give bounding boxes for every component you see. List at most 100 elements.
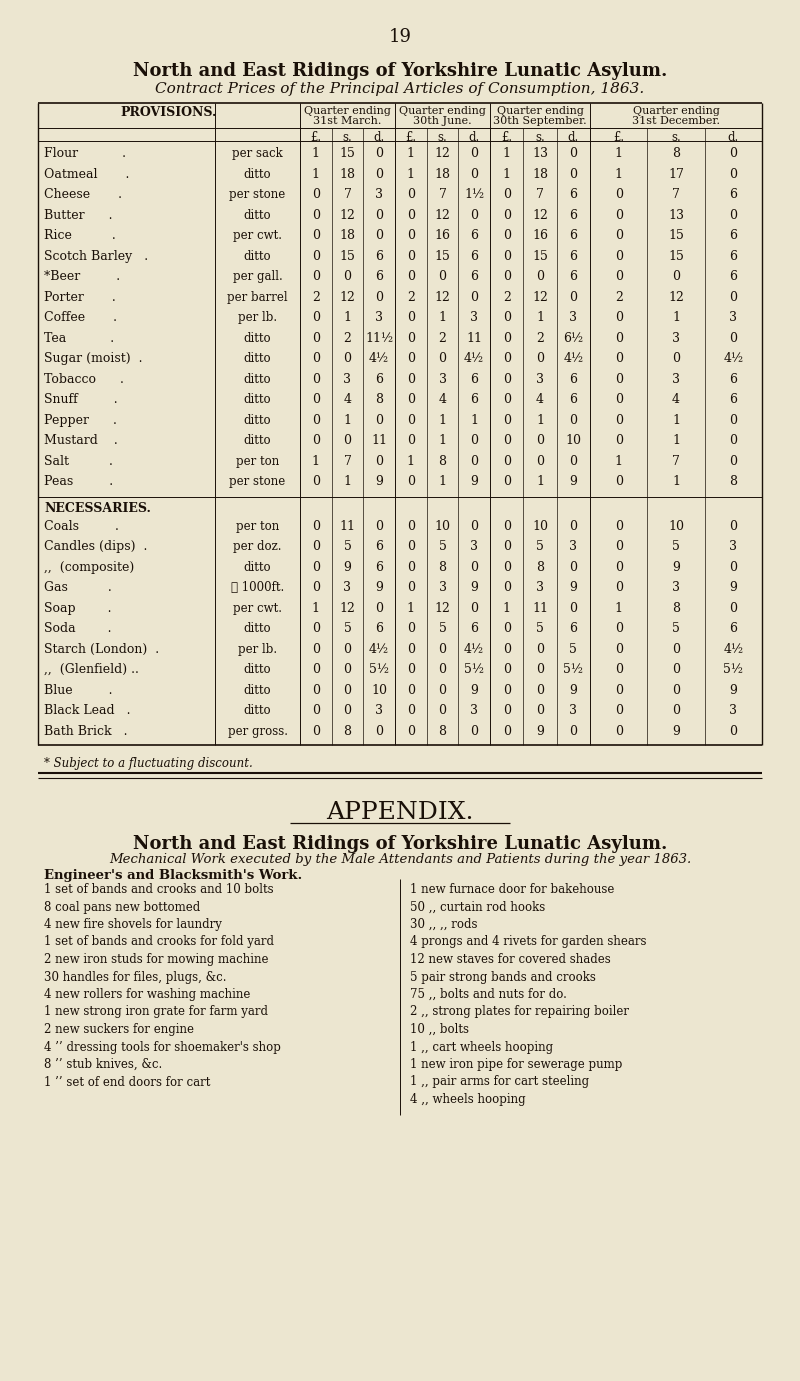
- Text: 0: 0: [312, 311, 320, 325]
- Text: 3: 3: [470, 311, 478, 325]
- Text: 0: 0: [672, 642, 680, 656]
- Text: 12: 12: [434, 209, 450, 221]
- Text: Black Lead   .: Black Lead .: [44, 704, 130, 717]
- Text: 19: 19: [389, 28, 411, 46]
- Text: 9: 9: [730, 684, 738, 696]
- Text: 1: 1: [614, 146, 622, 160]
- Text: 0: 0: [536, 684, 544, 696]
- Text: 0: 0: [730, 209, 738, 221]
- Text: 0: 0: [502, 434, 510, 447]
- Text: 0: 0: [614, 352, 622, 365]
- Text: 1: 1: [614, 167, 622, 181]
- Text: 0: 0: [570, 519, 578, 533]
- Text: 0: 0: [672, 271, 680, 283]
- Text: 0: 0: [502, 352, 510, 365]
- Text: per lb.: per lb.: [238, 642, 277, 656]
- Text: Porter       .: Porter .: [44, 290, 116, 304]
- Text: 31st March.: 31st March.: [314, 116, 382, 126]
- Text: ,,  (composite): ,, (composite): [44, 561, 134, 573]
- Text: North and East Ridings of Yorkshire Lunatic Asylum.: North and East Ridings of Yorkshire Luna…: [133, 62, 667, 80]
- Text: Mustard    .: Mustard .: [44, 434, 118, 447]
- Text: 12: 12: [434, 602, 450, 615]
- Text: Starch (London)  .: Starch (London) .: [44, 642, 159, 656]
- Text: 0: 0: [312, 519, 320, 533]
- Text: 0: 0: [570, 167, 578, 181]
- Text: per stone: per stone: [230, 188, 286, 202]
- Text: 2 new iron studs for mowing machine: 2 new iron studs for mowing machine: [44, 953, 269, 965]
- Text: 0: 0: [614, 725, 622, 737]
- Text: Quarter ending: Quarter ending: [304, 106, 391, 116]
- Text: 0: 0: [312, 663, 320, 677]
- Text: Contract Prices of the Principal Articles of Consumption, 1863.: Contract Prices of the Principal Article…: [155, 81, 645, 97]
- Text: APPENDIX.: APPENDIX.: [326, 801, 474, 824]
- Text: 0: 0: [502, 331, 510, 344]
- Text: Blue         .: Blue .: [44, 684, 113, 696]
- Text: 0: 0: [375, 146, 383, 160]
- Text: 7: 7: [438, 188, 446, 202]
- Text: 0: 0: [502, 621, 510, 635]
- Text: 0: 0: [343, 663, 351, 677]
- Text: £.: £.: [406, 131, 416, 144]
- Text: 8: 8: [536, 561, 544, 573]
- Text: Coals         .: Coals .: [44, 519, 119, 533]
- Text: 15: 15: [339, 146, 355, 160]
- Text: 0: 0: [614, 561, 622, 573]
- Text: 0: 0: [312, 725, 320, 737]
- Text: 3: 3: [730, 311, 738, 325]
- Text: 1: 1: [312, 146, 320, 160]
- Text: 0: 0: [614, 434, 622, 447]
- Text: ⒗ 1000ft.: ⒗ 1000ft.: [231, 581, 284, 594]
- Text: 0: 0: [312, 188, 320, 202]
- Text: 12 new staves for covered shades: 12 new staves for covered shades: [410, 953, 610, 965]
- Text: 4½: 4½: [563, 352, 583, 365]
- Text: 0: 0: [470, 725, 478, 737]
- Text: d.: d.: [568, 131, 579, 144]
- Text: 18: 18: [339, 167, 355, 181]
- Text: NECESSARIES.: NECESSARIES.: [44, 501, 151, 515]
- Text: 0: 0: [470, 209, 478, 221]
- Text: 3: 3: [730, 704, 738, 717]
- Text: 0: 0: [672, 684, 680, 696]
- Text: 0: 0: [502, 704, 510, 717]
- Text: 6: 6: [570, 209, 578, 221]
- Text: 0: 0: [438, 352, 446, 365]
- Text: 6: 6: [570, 373, 578, 385]
- Text: 18: 18: [434, 167, 450, 181]
- Text: PROVISIONS.: PROVISIONS.: [121, 106, 217, 119]
- Text: 2: 2: [502, 290, 510, 304]
- Text: 8: 8: [730, 475, 738, 487]
- Text: 0: 0: [407, 311, 415, 325]
- Text: 15: 15: [434, 250, 450, 262]
- Text: 1: 1: [312, 167, 320, 181]
- Text: 0: 0: [312, 561, 320, 573]
- Text: 1: 1: [438, 475, 446, 487]
- Text: Salt          .: Salt .: [44, 454, 113, 468]
- Text: 0: 0: [375, 167, 383, 181]
- Text: 0: 0: [343, 434, 351, 447]
- Text: 0: 0: [730, 413, 738, 427]
- Text: 0: 0: [536, 663, 544, 677]
- Text: 0: 0: [407, 684, 415, 696]
- Text: 0: 0: [438, 642, 446, 656]
- Text: 6: 6: [470, 271, 478, 283]
- Text: s.: s.: [342, 131, 352, 144]
- Text: £.: £.: [310, 131, 322, 144]
- Text: 4 new rollers for washing machine: 4 new rollers for washing machine: [44, 987, 250, 1001]
- Text: 6: 6: [570, 621, 578, 635]
- Text: Cheese       .: Cheese .: [44, 188, 122, 202]
- Text: 12: 12: [434, 290, 450, 304]
- Text: 4½: 4½: [369, 642, 390, 656]
- Text: £.: £.: [613, 131, 624, 144]
- Text: 0: 0: [343, 642, 351, 656]
- Text: 1: 1: [502, 146, 510, 160]
- Text: 1: 1: [614, 454, 622, 468]
- Text: Quarter ending: Quarter ending: [497, 106, 583, 116]
- Text: 0: 0: [730, 561, 738, 573]
- Text: 10: 10: [566, 434, 582, 447]
- Text: 2: 2: [536, 331, 544, 344]
- Text: 0: 0: [312, 704, 320, 717]
- Text: 7: 7: [672, 454, 680, 468]
- Text: 0: 0: [614, 271, 622, 283]
- Text: 31st December.: 31st December.: [632, 116, 720, 126]
- Text: ditto: ditto: [244, 250, 271, 262]
